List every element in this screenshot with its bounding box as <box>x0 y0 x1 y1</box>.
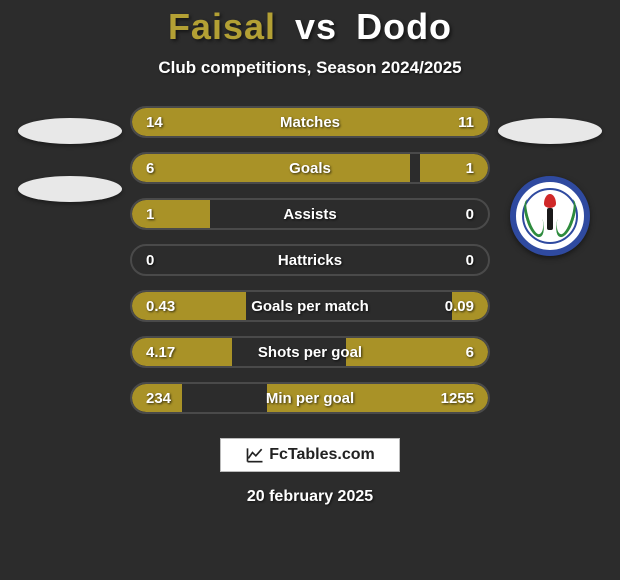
subtitle: Club competitions, Season 2024/2025 <box>158 58 461 78</box>
torch-icon <box>541 198 559 234</box>
stat-left-value: 234 <box>146 390 171 407</box>
bar-fill-right <box>420 154 488 182</box>
stat-row: 1 0 Assists <box>130 198 490 230</box>
stat-left-value: 0.43 <box>146 298 175 315</box>
date-label: 20 february 2025 <box>247 488 373 506</box>
chart-icon <box>245 445 265 465</box>
torch-handle-icon <box>547 208 553 230</box>
stat-left-value: 0 <box>146 252 154 269</box>
flame-icon <box>544 194 556 208</box>
stat-left-value: 1 <box>146 206 154 223</box>
stat-row: 234 1255 Min per goal <box>130 382 490 414</box>
stat-left-value: 14 <box>146 114 163 131</box>
bar-fill-left <box>132 200 210 228</box>
stat-row: 0.43 0.09 Goals per match <box>130 290 490 322</box>
left-player-column <box>10 106 130 414</box>
stat-left-value: 4.17 <box>146 344 175 361</box>
stat-label: Shots per goal <box>258 344 362 361</box>
stat-right-value: 0 <box>466 206 474 223</box>
stat-right-value: 1255 <box>441 390 474 407</box>
stat-row: 0 0 Hattricks <box>130 244 490 276</box>
stat-right-value: 6 <box>466 344 474 361</box>
stat-label: Matches <box>280 114 340 131</box>
player1-photo-placeholder <box>18 118 122 144</box>
right-player-column <box>490 106 610 414</box>
stat-bars: 14 11 Matches 6 1 Goals 1 0 Assists 0 0 Hattricks 0.… <box>130 106 490 414</box>
player1-name: Faisal <box>168 6 276 47</box>
stat-label: Goals per match <box>251 298 369 315</box>
stat-row: 4.17 6 Shots per goal <box>130 336 490 368</box>
stat-left-value: 6 <box>146 160 154 177</box>
player1-club-placeholder <box>18 176 122 202</box>
stat-row: 14 11 Matches <box>130 106 490 138</box>
fctables-logo: FcTables.com <box>220 438 400 472</box>
stat-right-value: 0.09 <box>445 298 474 315</box>
stat-row: 6 1 Goals <box>130 152 490 184</box>
stats-area: 14 11 Matches 6 1 Goals 1 0 Assists 0 0 Hattricks 0.… <box>0 106 620 414</box>
player2-club-badge <box>510 176 590 256</box>
vs-text: vs <box>295 6 337 47</box>
comparison-title: Faisal vs Dodo <box>168 6 452 48</box>
stat-right-value: 11 <box>458 114 474 131</box>
fctables-label: FcTables.com <box>269 446 375 464</box>
stat-label: Hattricks <box>278 252 342 269</box>
stat-right-value: 1 <box>466 160 474 177</box>
club-badge-inner <box>522 188 578 244</box>
stat-label: Min per goal <box>266 390 354 407</box>
stat-label: Goals <box>289 160 331 177</box>
stat-label: Assists <box>283 206 336 223</box>
stat-right-value: 0 <box>466 252 474 269</box>
bar-fill-left <box>132 154 410 182</box>
player2-name: Dodo <box>356 6 452 47</box>
player2-photo-placeholder <box>498 118 602 144</box>
